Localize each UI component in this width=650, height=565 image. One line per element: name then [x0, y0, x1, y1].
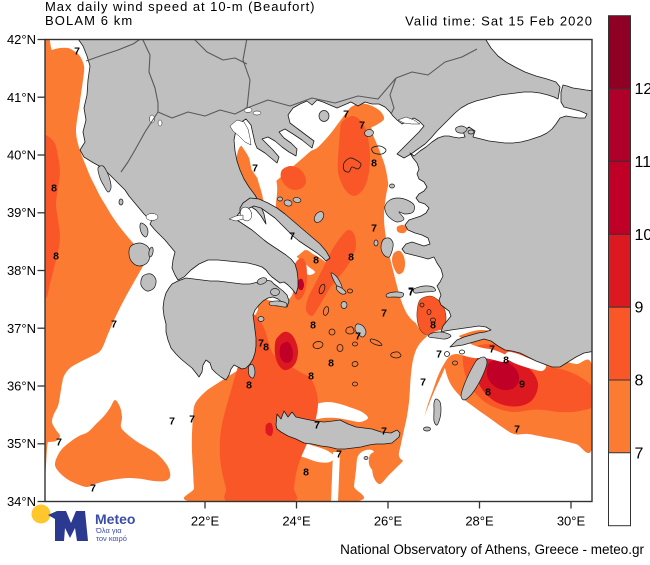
- svg-text:11: 11: [635, 154, 650, 171]
- svg-text:7: 7: [420, 377, 426, 389]
- svg-text:42°N: 42°N: [7, 32, 36, 47]
- svg-text:7: 7: [74, 46, 80, 58]
- svg-text:8: 8: [310, 320, 316, 332]
- svg-text:7: 7: [189, 414, 195, 426]
- svg-text:Meteo: Meteo: [95, 511, 135, 527]
- svg-text:7: 7: [381, 308, 387, 320]
- svg-text:8: 8: [313, 255, 319, 267]
- svg-text:7: 7: [355, 331, 361, 343]
- svg-text:7: 7: [489, 344, 495, 356]
- svg-text:9: 9: [519, 379, 525, 391]
- svg-text:8: 8: [303, 467, 309, 479]
- svg-text:8: 8: [503, 355, 509, 367]
- svg-text:41°N: 41°N: [7, 90, 36, 105]
- svg-text:BOLAM 6 km: BOLAM 6 km: [45, 13, 133, 28]
- svg-text:7: 7: [408, 287, 414, 299]
- svg-text:Όλα για: Όλα για: [95, 526, 122, 535]
- svg-text:7: 7: [111, 319, 117, 331]
- svg-text:7: 7: [336, 449, 342, 461]
- svg-text:37°N: 37°N: [7, 321, 36, 336]
- svg-text:7: 7: [514, 424, 520, 436]
- svg-text:7: 7: [169, 416, 175, 428]
- svg-text:7: 7: [635, 445, 644, 462]
- svg-text:8: 8: [51, 183, 57, 195]
- svg-text:10: 10: [635, 227, 650, 244]
- svg-text:39°N: 39°N: [7, 205, 36, 220]
- svg-text:7: 7: [436, 349, 442, 361]
- svg-text:7: 7: [408, 286, 414, 298]
- svg-text:7: 7: [371, 223, 377, 235]
- svg-text:7: 7: [258, 338, 264, 350]
- svg-text:8: 8: [430, 320, 436, 332]
- svg-text:8: 8: [635, 373, 644, 390]
- svg-text:40°N: 40°N: [7, 148, 36, 163]
- svg-text:7: 7: [359, 120, 365, 132]
- svg-text:35°N: 35°N: [7, 436, 36, 451]
- svg-text:38°N: 38°N: [7, 263, 36, 278]
- svg-text:24°E: 24°E: [282, 514, 311, 529]
- svg-text:7: 7: [289, 231, 295, 243]
- svg-text:26°E: 26°E: [374, 514, 403, 529]
- svg-text:8: 8: [53, 251, 59, 263]
- svg-text:7: 7: [314, 420, 320, 432]
- svg-text:7: 7: [343, 109, 349, 121]
- svg-text:36°N: 36°N: [7, 379, 36, 394]
- svg-text:28°E: 28°E: [465, 514, 494, 529]
- svg-text:7: 7: [252, 163, 258, 175]
- svg-text:National Observatory of Athens: National Observatory of Athens, Greece -…: [340, 542, 644, 557]
- svg-text:8: 8: [348, 252, 354, 264]
- svg-text:22°E: 22°E: [191, 514, 220, 529]
- svg-text:8: 8: [328, 358, 334, 370]
- svg-text:30°E: 30°E: [557, 514, 586, 529]
- svg-text:7: 7: [90, 483, 96, 495]
- svg-text:8: 8: [485, 387, 491, 399]
- svg-text:Valid time: Sat 15 Feb 2020: Valid time: Sat 15 Feb 2020: [405, 14, 593, 29]
- svg-text:Max daily wind speed at 10-m (: Max daily wind speed at 10-m (Beaufort): [45, 0, 315, 14]
- svg-text:34°N: 34°N: [7, 494, 36, 509]
- svg-text:8: 8: [263, 342, 269, 354]
- svg-text:7: 7: [381, 426, 387, 438]
- svg-text:8: 8: [371, 158, 377, 170]
- svg-text:12: 12: [635, 81, 650, 98]
- svg-text:8: 8: [308, 371, 314, 383]
- svg-text:7: 7: [56, 437, 62, 449]
- svg-text:τον καιρό: τον καιρό: [96, 534, 127, 543]
- svg-text:8: 8: [246, 380, 252, 392]
- svg-text:9: 9: [635, 300, 644, 317]
